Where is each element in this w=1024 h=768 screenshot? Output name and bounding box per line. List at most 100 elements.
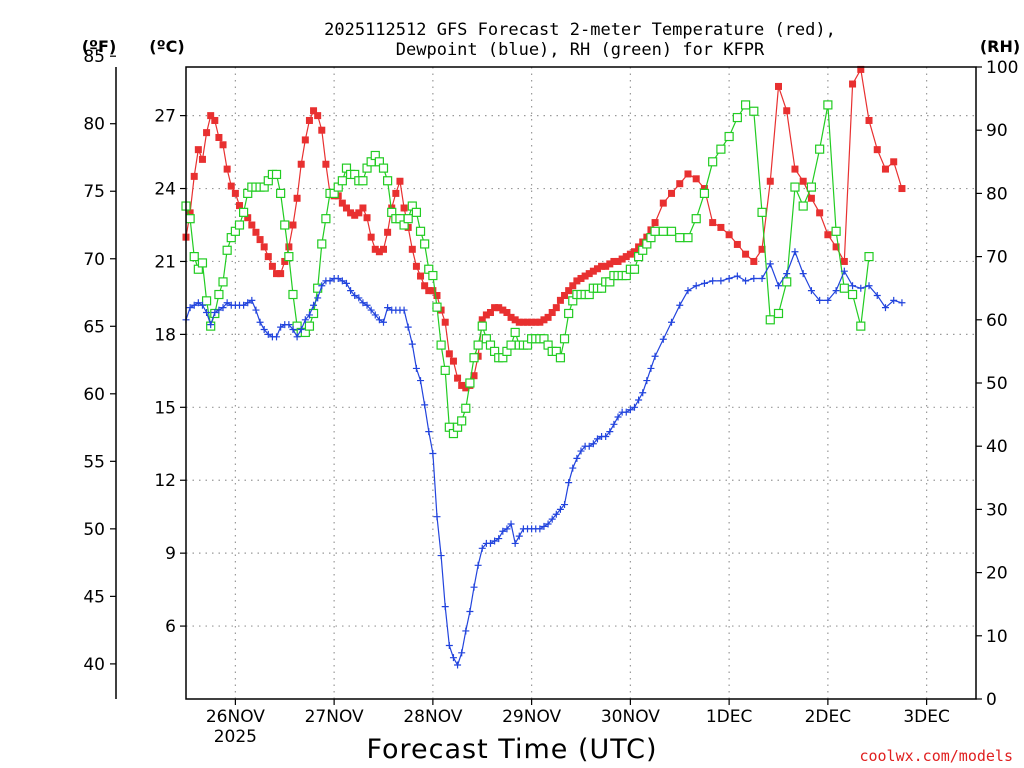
- temperature-point: [750, 257, 758, 265]
- dewpoint-point: [433, 513, 441, 521]
- dewpoint-point: [437, 552, 445, 560]
- dewpoint-point: [363, 301, 371, 309]
- x-tick-label: 27NOV: [305, 707, 364, 727]
- rh-point: [440, 365, 450, 375]
- rh-tick-label: 90: [986, 121, 1008, 141]
- dewpoint-point: [454, 661, 462, 669]
- rh-point: [708, 157, 718, 167]
- dewpoint-point: [359, 299, 367, 307]
- temperature-point: [421, 282, 429, 290]
- temperature-point: [482, 311, 490, 319]
- fahrenheit-tick-label: 55: [83, 452, 105, 472]
- dewpoint-point: [799, 270, 807, 278]
- temperature-point: [338, 199, 346, 207]
- rh-point: [847, 289, 858, 300]
- temperature-point: [215, 133, 223, 141]
- temperature-point: [260, 243, 268, 251]
- dewpoint-point: [668, 318, 676, 326]
- temperature-point: [626, 250, 634, 258]
- celsius-tick-label: 27: [154, 107, 176, 127]
- dewpoint-point: [647, 364, 655, 372]
- temperature-point: [577, 274, 585, 282]
- rh-point: [378, 163, 389, 173]
- dewpoint-point: [198, 301, 206, 309]
- rh-tick-label: 0: [986, 690, 997, 710]
- dewpoint-point: [223, 299, 231, 307]
- temperature-point: [881, 165, 889, 173]
- temperature-point: [890, 158, 898, 166]
- rh-point: [321, 214, 331, 224]
- dewpoint-point: [408, 340, 416, 348]
- dewpoint-point: [540, 522, 548, 530]
- temperature-point: [256, 236, 264, 244]
- temperature-point: [775, 82, 782, 90]
- temperature-point: [598, 262, 606, 270]
- celsius-tick-label: 15: [154, 398, 176, 418]
- temperature-point: [219, 141, 227, 149]
- x-axis-label: Forecast Time (UTC): [366, 734, 657, 765]
- temperature-point: [252, 228, 260, 236]
- rh-point: [197, 258, 208, 268]
- watermark: coolwx.com/models: [859, 747, 1013, 765]
- fahrenheit-unit-label: (ºF): [82, 37, 117, 56]
- rh-point: [765, 315, 775, 325]
- rh-point: [559, 334, 570, 344]
- x-tick-label: 3DEC: [903, 707, 950, 727]
- temperature-point: [565, 287, 573, 295]
- rh-point: [506, 340, 516, 350]
- dewpoint-point: [840, 267, 848, 275]
- rh-tick-label: 10: [986, 627, 1008, 647]
- temperature-point: [277, 270, 285, 278]
- rh-tick-label: 50: [986, 374, 1008, 394]
- dewpoint-point: [417, 377, 425, 385]
- x-tick-label: 30NOV: [601, 707, 660, 727]
- dewpoint-point: [194, 299, 202, 307]
- temperature-point: [375, 248, 383, 256]
- temperature-point: [581, 272, 589, 280]
- temperature-point: [552, 304, 560, 312]
- temperature-point: [548, 309, 556, 317]
- dewpoint-point: [310, 301, 318, 309]
- dewpoint-point: [285, 321, 293, 329]
- dewpoint-point: [544, 520, 552, 528]
- dewpoint-point: [273, 333, 281, 341]
- temperature-point: [783, 107, 791, 115]
- dewpoint-point: [758, 274, 766, 282]
- temperature-point: [231, 189, 239, 197]
- rh-tick-label: 60: [986, 311, 1008, 331]
- dewpoint-point: [318, 282, 326, 290]
- dewpoint-point: [602, 432, 610, 440]
- temperature-point: [441, 318, 449, 326]
- temperature-point: [791, 165, 799, 173]
- dewpoint-point: [725, 274, 733, 282]
- temperature-point: [651, 219, 659, 227]
- dewpoint-point: [643, 377, 651, 385]
- fahrenheit-tick-label: 50: [83, 520, 105, 540]
- fahrenheit-tick-label: 65: [83, 317, 105, 337]
- dewpoint-point: [277, 323, 285, 331]
- dewpoint-point: [384, 304, 392, 312]
- rh-tick-label: 70: [986, 248, 1008, 268]
- celsius-tick-label: 6: [165, 617, 176, 637]
- dewpoint-point: [486, 539, 494, 547]
- temperature-point: [495, 304, 503, 312]
- temperature-point: [190, 172, 198, 180]
- temperature-point: [433, 291, 441, 299]
- temperature-point: [709, 219, 717, 227]
- x-tick-year-label: 2025: [214, 727, 257, 747]
- rh-point: [288, 289, 298, 300]
- temperature-point: [507, 313, 515, 321]
- dewpoint-point: [610, 420, 618, 428]
- dewpoint-line: [185, 249, 903, 667]
- rh-point: [185, 214, 195, 224]
- fahrenheit-tick-label: 85: [83, 47, 105, 67]
- temperature-point: [211, 116, 219, 124]
- dewpoint-point: [351, 291, 359, 299]
- temperature-point: [462, 384, 470, 392]
- dewpoint-point: [429, 449, 437, 457]
- temperature-point: [223, 165, 231, 173]
- rh-point: [284, 252, 294, 262]
- temperature-point: [503, 309, 511, 317]
